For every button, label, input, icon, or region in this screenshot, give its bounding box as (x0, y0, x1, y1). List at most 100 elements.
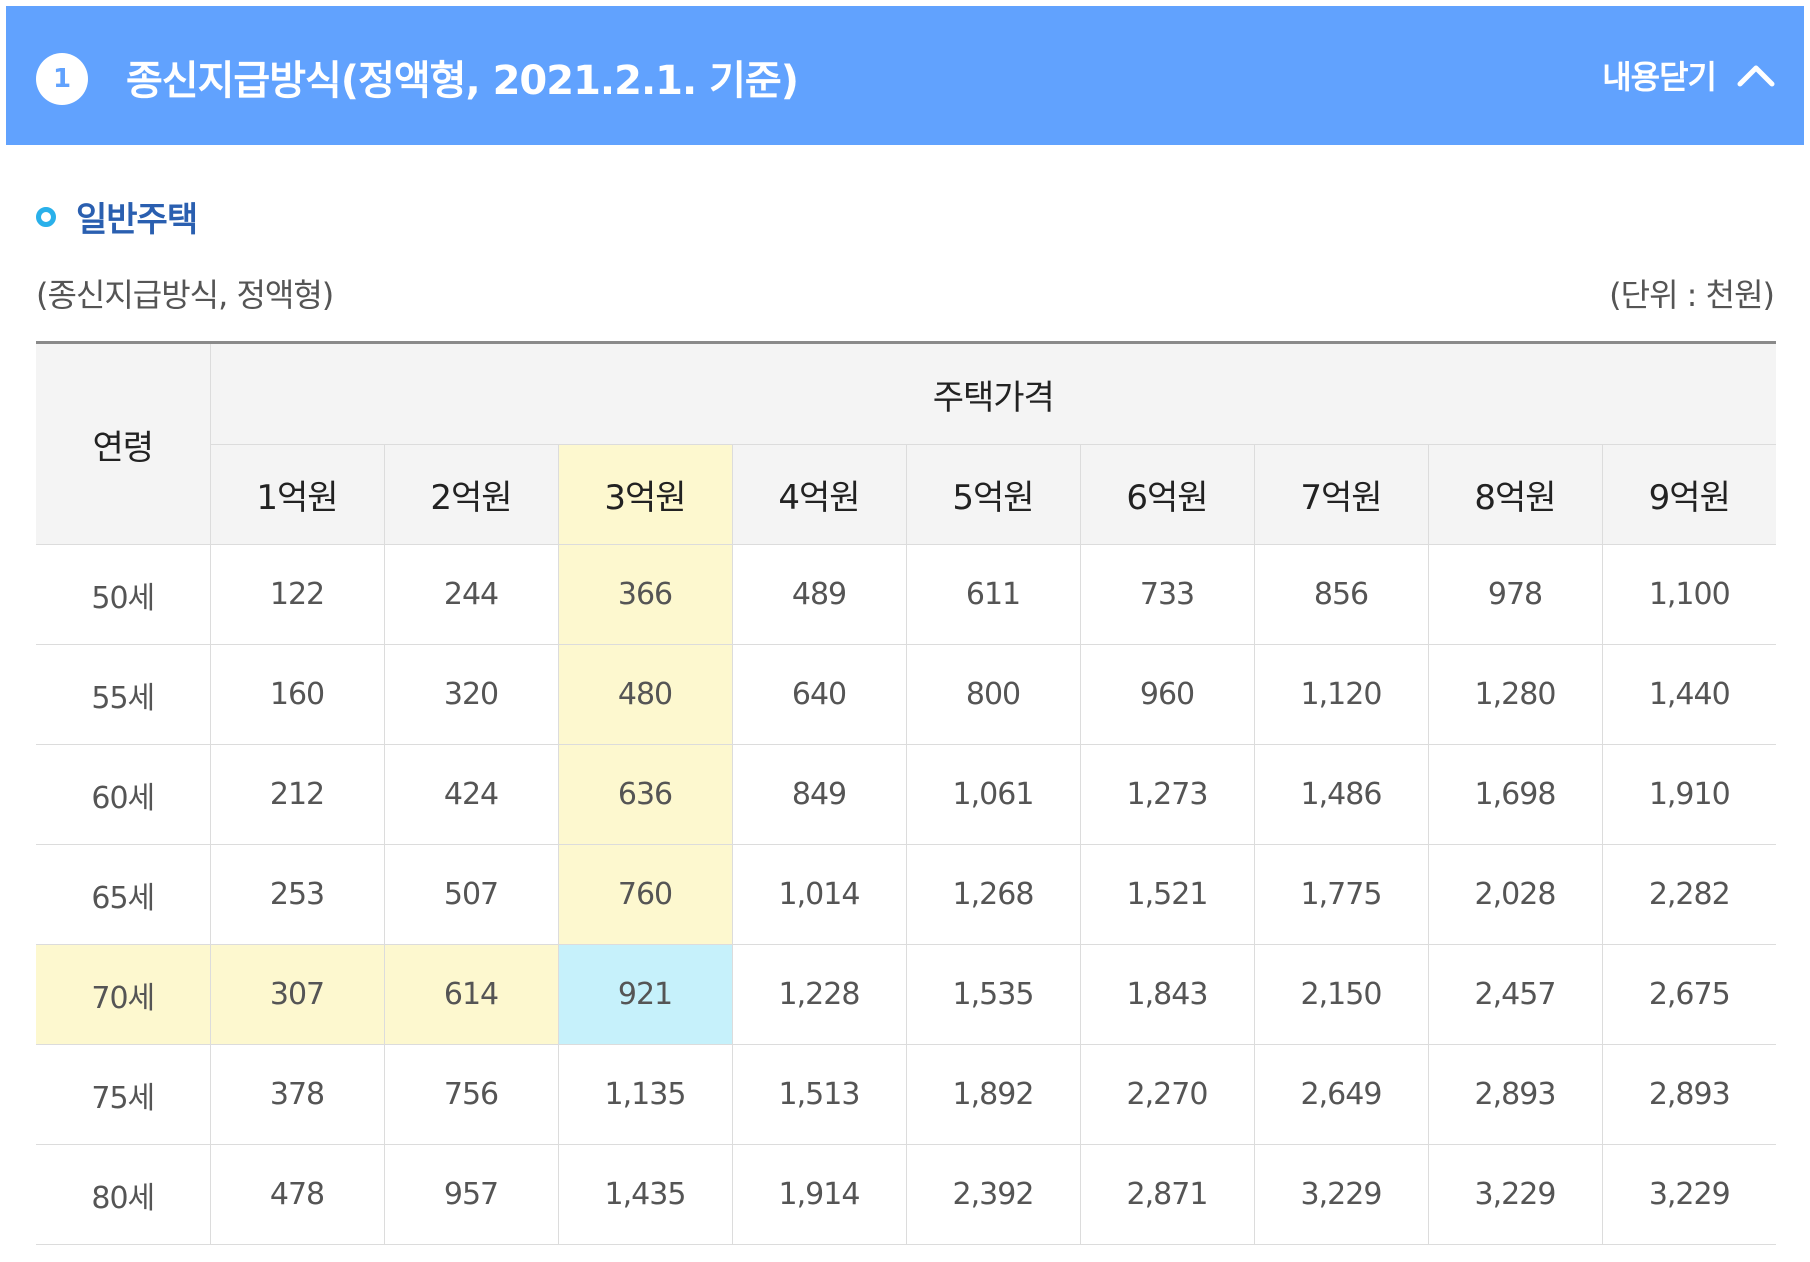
value-cell: 3,229 (1601, 1144, 1777, 1245)
value-cell: 800 (905, 644, 1080, 745)
value-cell: 1,843 (1079, 944, 1254, 1045)
value-cell: 424 (383, 744, 558, 845)
value-cell: 1,440 (1601, 644, 1777, 745)
value-cell: 1,268 (905, 844, 1080, 945)
value-cell: 1,120 (1253, 644, 1428, 745)
value-cell: 2,282 (1601, 844, 1777, 945)
value-cell: 856 (1253, 544, 1428, 645)
pension-table-container: 연령 주택가격 1억원 2억원 3억원 4억원 5억원 6억원 7억원 8억원 9억원 50세 1… (36, 341, 1777, 1245)
value-cell: 478 (209, 1144, 384, 1245)
price-column-header: 5억원 (905, 444, 1080, 545)
value-cell: 307 (209, 944, 384, 1045)
value-cell: 1,435 (557, 1144, 732, 1245)
value-cell: 960 (1079, 644, 1254, 745)
age-cell: 50세 (36, 544, 210, 645)
price-column-header: 1억원 (209, 444, 384, 545)
value-cell: 1,914 (731, 1144, 906, 1245)
collapse-content-button[interactable]: 내용닫기 (1602, 52, 1776, 98)
section-heading: 일반주택 (36, 192, 198, 241)
value-cell: 611 (905, 544, 1080, 645)
table-row: 60세 212 424 636 849 1,061 1,273 1,486 1,698 1,910 (36, 744, 1777, 845)
value-cell: 244 (383, 544, 558, 645)
collapse-content-label: 내용닫기 (1602, 58, 1717, 96)
value-cell: 2,675 (1601, 944, 1777, 1045)
value-cell: 320 (383, 644, 558, 745)
price-column-header: 7억원 (1253, 444, 1428, 545)
value-cell: 1,061 (905, 744, 1080, 845)
age-column-header: 연령 (36, 342, 210, 545)
value-cell: 733 (1079, 544, 1254, 645)
value-cell: 2,649 (1253, 1044, 1428, 1145)
age-cell: 65세 (36, 844, 210, 945)
value-cell: 253 (209, 844, 384, 945)
age-cell: 75세 (36, 1044, 210, 1145)
value-cell: 1,228 (731, 944, 906, 1045)
value-cell: 1,535 (905, 944, 1080, 1045)
value-cell: 1,892 (905, 1044, 1080, 1145)
table-body: 50세 122 244 366 489 611 733 856 978 1,100 55세 160 32… (36, 544, 1777, 1245)
accordion-title: 종신지급방식(정액형, 2021.2.1. 기준) (126, 58, 799, 104)
value-cell: 2,893 (1601, 1044, 1777, 1145)
price-column-header: 2억원 (383, 444, 558, 545)
value-cell: 1,014 (731, 844, 906, 945)
value-cell: 2,392 (905, 1144, 1080, 1245)
value-cell: 978 (1427, 544, 1602, 645)
value-cell: 1,100 (1601, 544, 1777, 645)
header-row-prices: 1억원 2억원 3억원 4억원 5억원 6억원 7억원 8억원 9억원 (36, 444, 1777, 545)
age-cell: 70세 (36, 944, 210, 1045)
value-cell: 1,486 (1253, 744, 1428, 845)
value-cell: 2,871 (1079, 1144, 1254, 1245)
price-column-header: 9억원 (1601, 444, 1777, 545)
value-cell: 1,135 (557, 1044, 732, 1145)
value-cell: 507 (383, 844, 558, 945)
value-cell: 1,698 (1427, 744, 1602, 845)
price-column-header: 6억원 (1079, 444, 1254, 545)
table-row: 80세 478 957 1,435 1,914 2,392 2,871 3,229 3,229 3… (36, 1144, 1777, 1245)
value-cell: 921 (557, 944, 732, 1045)
house-price-group-header: 주택가격 (209, 342, 1777, 445)
value-cell: 480 (557, 644, 732, 745)
value-cell: 614 (383, 944, 558, 1045)
table-header: 연령 주택가격 1억원 2억원 3억원 4억원 5억원 6억원 7억원 8억원 9억원 (36, 342, 1777, 545)
table-row: 75세 378 756 1,135 1,513 1,892 2,270 2,649 2,893 2… (36, 1044, 1777, 1145)
value-cell: 760 (557, 844, 732, 945)
value-cell: 1,513 (731, 1044, 906, 1145)
value-cell: 366 (557, 544, 732, 645)
value-cell: 1,280 (1427, 644, 1602, 745)
value-cell: 756 (383, 1044, 558, 1145)
value-cell: 1,910 (1601, 744, 1777, 845)
price-column-header: 4억원 (731, 444, 906, 545)
value-cell: 2,150 (1253, 944, 1428, 1045)
step-number-badge: 1 (36, 53, 88, 105)
value-cell: 640 (731, 644, 906, 745)
value-cell: 957 (383, 1144, 558, 1245)
chevron-up-icon (1737, 65, 1775, 87)
header-row-group: 연령 주택가격 (36, 342, 1777, 545)
value-cell: 2,028 (1427, 844, 1602, 945)
pension-table: 연령 주택가격 1억원 2억원 3억원 4억원 5억원 6억원 7억원 8억원 9억원 50세 1… (36, 341, 1777, 1245)
value-cell: 1,273 (1079, 744, 1254, 845)
value-cell: 160 (209, 644, 384, 745)
table-row: 50세 122 244 366 489 611 733 856 978 1,100 (36, 544, 1777, 645)
value-cell: 2,893 (1427, 1044, 1602, 1145)
value-cell: 1,775 (1253, 844, 1428, 945)
unit-label: (단위 : 천원) (1609, 276, 1775, 314)
accordion-header: 1 종신지급방식(정액형, 2021.2.1. 기준) 내용닫기 (6, 6, 1804, 145)
value-cell: 122 (209, 544, 384, 645)
value-cell: 1,521 (1079, 844, 1254, 945)
age-cell: 80세 (36, 1144, 210, 1245)
age-cell: 60세 (36, 744, 210, 845)
price-column-header: 3억원 (557, 444, 732, 545)
value-cell: 2,457 (1427, 944, 1602, 1045)
value-cell: 212 (209, 744, 384, 845)
value-cell: 2,270 (1079, 1044, 1254, 1145)
value-cell: 378 (209, 1044, 384, 1145)
table-caption: (종신지급방식, 정액형) (36, 276, 334, 314)
age-cell: 55세 (36, 644, 210, 745)
section-title: 일반주택 (76, 200, 198, 240)
price-column-header: 8억원 (1427, 444, 1602, 545)
value-cell: 489 (731, 544, 906, 645)
value-cell: 849 (731, 744, 906, 845)
bullet-circle-icon (36, 206, 56, 227)
table-row: 65세 253 507 760 1,014 1,268 1,521 1,775 2,028 2,2… (36, 844, 1777, 945)
